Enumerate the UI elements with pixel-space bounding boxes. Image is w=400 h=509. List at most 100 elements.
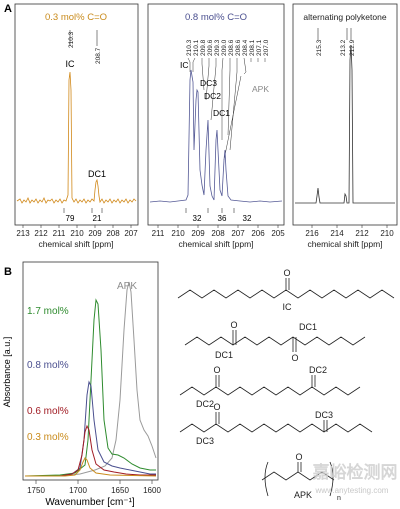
nmr2-tick: 210 (171, 229, 185, 238)
ir-series-0.3 (25, 457, 157, 477)
nmr2-peak-label: 207.1 (256, 39, 263, 56)
chain-dc2 (179, 386, 361, 396)
ir-series-1.7 (24, 298, 156, 477)
nmr1-tick: 207 (124, 229, 138, 238)
nmr2-peak-label: 209.8 (200, 39, 207, 56)
watermark: 嘉峪检测网 (312, 462, 398, 482)
ir-series-apk (25, 281, 157, 477)
nmr3-tick: 212 (355, 229, 369, 238)
oxygen-label: O (283, 268, 290, 278)
label-apk: APK (294, 490, 312, 500)
oxygen-label: O (213, 402, 220, 412)
nmr2-integral: 36 (218, 214, 227, 223)
nmr1-tick: 208 (106, 229, 120, 238)
nmr2-integral: 32 (193, 214, 202, 223)
subscript-n: n (337, 495, 341, 502)
nmr-panel-1-title: 0.3 mol% C=O (45, 12, 107, 23)
nmr2-assign-ic: IC (180, 60, 189, 70)
nmr2-peak-label: 210.1 (193, 39, 200, 56)
legend-0.6: 0.6 mol% (27, 406, 69, 417)
nmr3-xlabel: chemical shift [ppm] (307, 239, 382, 249)
nmr1-integral: 79 (66, 214, 75, 223)
nmr1-trace (16, 71, 137, 204)
nmr3-peak-label: 213.2 (340, 39, 347, 56)
oxygen-label: O (213, 365, 220, 375)
nmr2-tick: 205 (271, 229, 285, 238)
nmr2-trace (149, 69, 283, 203)
ir-tick: 1700 (69, 486, 87, 495)
chain-dc1 (184, 336, 366, 346)
nmr2-peak-label: 209.6 (207, 39, 214, 56)
nmr1-assign-dc1: DC1 (88, 169, 106, 179)
nmr2-peak-label: 209.0 (221, 39, 228, 56)
nmr3-tick: 216 (305, 229, 319, 238)
nmr-panel-3-frame (292, 3, 398, 226)
nmr1-xlabel: chemical shift [ppm] (38, 239, 113, 249)
nmr2-assign-dc2: DC2 (204, 91, 221, 101)
nmr2-peak-label: 207.0 (263, 39, 270, 56)
ir-ylabel: Absorbance [a.u.] (2, 337, 12, 408)
ir-chart: Absorbance [a.u.] 1.7 mol% APK 0.8 mol% … (2, 261, 161, 508)
nmr2-tick: 209 (191, 229, 205, 238)
nmr2-integral: 32 (243, 214, 252, 223)
nmr1-tick: 209 (88, 229, 102, 238)
nmr2-peak-label: 209.3 (214, 39, 221, 56)
label-dc3: DC3 (196, 436, 214, 446)
nmr2-tick: 211 (152, 229, 165, 238)
label-dc3: DC3 (315, 410, 333, 420)
nmr2-xlabel: chemical shift [ppm] (178, 239, 253, 249)
ir-chart-frame (22, 261, 159, 481)
nmr3-tick: 214 (330, 229, 344, 238)
nmr2-tick: 207 (231, 229, 245, 238)
ir-tick: 1650 (111, 486, 129, 495)
oxygen-label: O (291, 353, 298, 363)
nmr-panel-3: alternating polyketone 215.3 213.2 212.9… (292, 3, 398, 249)
nmr-panel-1: 0.3 mol% C=O 210.3 208.7 IC DC1 79 21 21… (14, 3, 139, 249)
nmr-panel-1-frame (14, 3, 139, 226)
nmr2-peak-label: 208.1 (249, 39, 256, 56)
nmr2-assign-dc3: DC3 (200, 78, 217, 88)
label-dc2: DC2 (196, 399, 214, 409)
nmr1-peak-label: 208.7 (95, 47, 102, 64)
ir-series-0.6 (25, 424, 156, 477)
ir-tick: 1750 (27, 486, 45, 495)
nmr2-assign-dc1: DC1 (213, 108, 230, 118)
label-dc2: DC2 (309, 365, 327, 375)
label-dc1: DC1 (299, 322, 317, 332)
panel-b-letter: B (4, 266, 12, 278)
nmr1-tick: 212 (34, 229, 48, 238)
nmr2-peak-label: 210.3 (186, 39, 193, 56)
nmr-panel-2-frame (147, 3, 285, 226)
nmr1-tick: 210 (70, 229, 84, 238)
nmr2-peak-label: 208.4 (242, 39, 249, 56)
nmr-panel-2-title: 0.8 mol% C=O (185, 12, 247, 23)
legend-1.7: 1.7 mol% (27, 306, 69, 317)
nmr-panel-2: 0.8 mol% C=O 210.3 210.1 209.8 209.6 209… (147, 3, 285, 249)
chain-ic (177, 289, 395, 299)
nmr1-peak-label: 210.3 (68, 31, 75, 48)
nmr2-assign-apk: APK (252, 84, 269, 94)
label-dc1: DC1 (215, 350, 233, 360)
nmr2-tick: 206 (251, 229, 265, 238)
nmr3-peak-label: 212.9 (349, 39, 356, 56)
oxygen-label: O (295, 452, 302, 462)
nmr2-peak-label: 208.6 (235, 39, 242, 56)
nmr3-tick: 210 (380, 229, 394, 238)
ir-xlabel: Wavenumber [cm⁻¹] (45, 497, 135, 508)
nmr3-trace (295, 44, 395, 204)
label-ic: IC (283, 302, 293, 312)
legend-0.3: 0.3 mol% (27, 432, 69, 443)
panel-a-letter: A (4, 3, 12, 15)
ir-tick: 1600 (143, 486, 161, 495)
nmr1-tick: 213 (16, 229, 30, 238)
nmr-panel-3-title: alternating polyketone (303, 12, 386, 22)
legend-apk: APK (117, 281, 137, 292)
nmr1-tick: 211 (53, 229, 66, 238)
chain-dc3 (179, 423, 373, 433)
watermark-url: www.anytesting.com (315, 486, 389, 495)
nmr1-integral: 21 (93, 214, 102, 223)
oxygen-label: O (230, 320, 237, 330)
nmr2-tick: 208 (211, 229, 225, 238)
nmr2-peak-label: 208.6 (228, 39, 235, 56)
